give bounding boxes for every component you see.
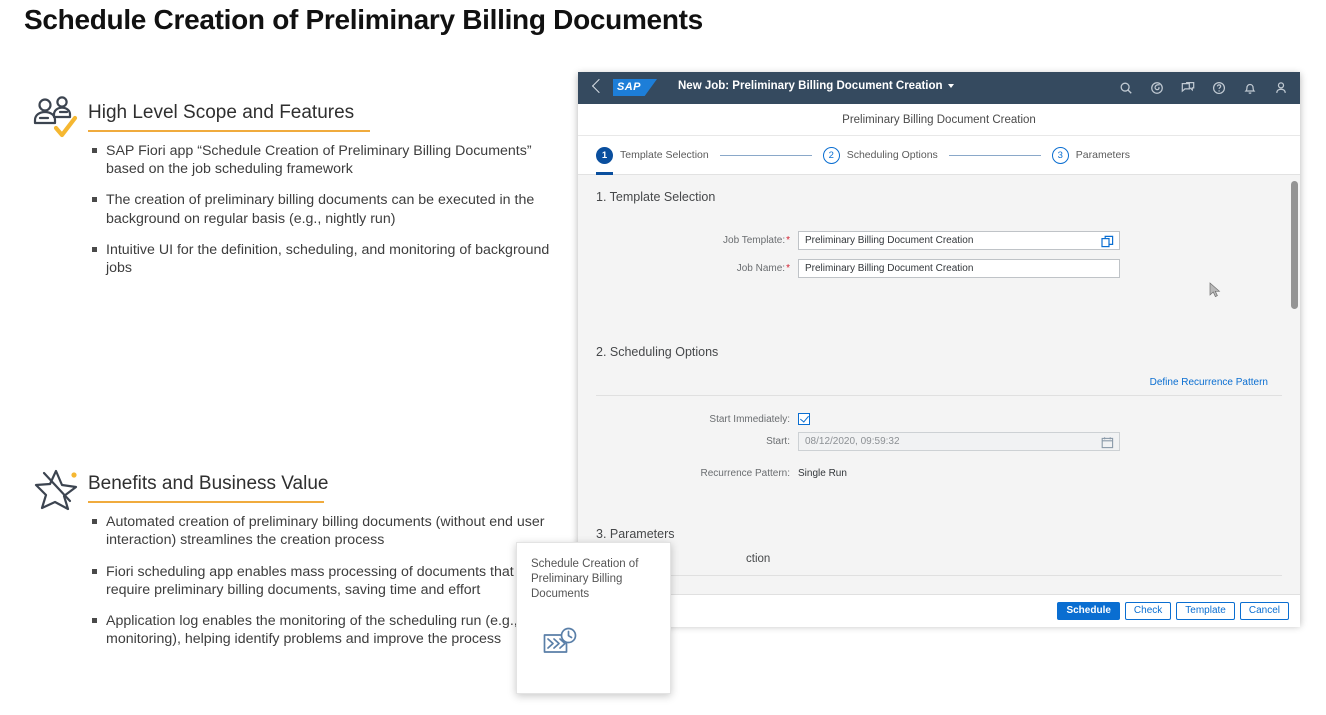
schedule-button[interactable]: Schedule	[1057, 602, 1120, 620]
mouse-cursor	[1209, 282, 1221, 298]
user-icon[interactable]	[1274, 81, 1288, 95]
list-item: Fiori scheduling app enables mass proces…	[0, 563, 560, 599]
bullet-list: Automated creation of preliminary billin…	[0, 513, 560, 648]
wizard-step-label: Parameters	[1075, 149, 1131, 161]
wizard-active-indicator	[596, 172, 613, 175]
form-row-job-name: Job Name:* Preliminary Billing Document …	[578, 259, 1300, 278]
search-icon[interactable]	[1119, 81, 1133, 95]
sap-app-window: SAP New Job: Preliminary Billing Documen…	[578, 72, 1300, 627]
list-item: Intuitive UI for the definition, schedul…	[0, 241, 560, 277]
bullet-list: SAP Fiori app “Schedule Creation of Prel…	[0, 142, 560, 277]
shell-icon-group	[1119, 72, 1288, 104]
bell-icon[interactable]	[1243, 81, 1257, 95]
wizard-step-scheduling-options[interactable]: 2 Scheduling Options	[822, 146, 938, 164]
recurrence-pattern-label: Recurrence Pattern:	[700, 468, 791, 479]
calendar-icon[interactable]	[1101, 436, 1114, 449]
people-check-icon	[30, 96, 86, 140]
job-template-value: Preliminary Billing Document Creation	[805, 235, 974, 246]
wizard-step-label: Template Selection	[620, 149, 709, 161]
job-name-value: Preliminary Billing Document Creation	[805, 263, 974, 274]
app-page-title: Preliminary Billing Document Creation	[842, 113, 1036, 126]
chat-icon[interactable]	[1181, 81, 1195, 95]
wizard-connector	[948, 154, 1041, 156]
sap-logo[interactable]: SAP	[613, 79, 657, 96]
divider	[596, 395, 1282, 396]
list-item: The creation of preliminary billing docu…	[0, 191, 560, 227]
wizard-connector	[719, 154, 812, 156]
star-rocket-icon	[30, 467, 86, 511]
wizard-step-number: 1	[596, 146, 613, 164]
section-heading: High Level Scope and Features	[88, 102, 355, 123]
job-template-label: Job Template:*	[578, 235, 798, 246]
help-icon[interactable]	[1212, 81, 1226, 95]
section-high-level-scope: High Level Scope and Features SAP Fiori …	[0, 96, 560, 277]
app-content-scroll-area: 1. Template Selection Job Template:* Pre…	[578, 175, 1300, 594]
start-immediately-label: Start Immediately:	[709, 413, 790, 425]
list-item: Application log enables the monitoring o…	[0, 612, 560, 648]
required-marker: *	[786, 263, 790, 274]
left-content-column: High Level Scope and Features SAP Fiori …	[0, 96, 560, 672]
block-scheduling-options: 2. Scheduling Options Define Recurrence …	[578, 330, 1300, 479]
job-template-input[interactable]: Preliminary Billing Document Creation	[798, 231, 1120, 250]
cancel-button[interactable]: Cancel	[1239, 602, 1289, 620]
form-row-start-immediately: Start Immediately:	[578, 413, 1300, 425]
chevron-down-icon	[947, 83, 954, 88]
page-title-bar: Preliminary Billing Document Creation	[578, 104, 1300, 136]
app-footer-toolbar: Schedule Check Template Cancel	[578, 594, 1300, 627]
block-parameters: 3. Parameters ction	[578, 512, 1300, 576]
check-button[interactable]: Check	[1124, 602, 1172, 620]
back-icon[interactable]	[591, 78, 607, 94]
start-datetime-input[interactable]: 08/12/2020, 09:59:32	[798, 432, 1120, 451]
block-template-selection: 1. Template Selection Job Template:* Pre…	[578, 175, 1300, 278]
shell-header: SAP New Job: Preliminary Billing Documen…	[578, 72, 1300, 104]
divider	[596, 575, 1282, 576]
start-immediately-checkbox[interactable]	[798, 413, 810, 425]
form-row-start: Start: 08/12/2020, 09:59:32	[578, 432, 1300, 451]
value-help-icon[interactable]	[1101, 235, 1114, 248]
form-row-job-template: Job Template:* Preliminary Billing Docum…	[578, 231, 1300, 250]
wizard-step-template-selection[interactable]: 1 Template Selection	[596, 146, 709, 164]
content-scrollbar[interactable]	[1289, 175, 1300, 594]
wizard-step-parameters[interactable]: 3 Parameters	[1051, 146, 1131, 164]
tile-title: Schedule Creation of Preliminary Billing…	[531, 558, 639, 600]
start-label: Start:	[766, 436, 790, 447]
page-title: Schedule Creation of Preliminary Billing…	[24, 4, 703, 35]
form-row-recurrence-pattern: Recurrence Pattern: Single Run	[578, 468, 1300, 479]
label-text: Job Template:	[723, 235, 786, 246]
define-recurrence-pattern-link[interactable]: Define Recurrence Pattern	[1149, 377, 1268, 388]
section-benefits-business-value: Benefits and Business Value Automated cr…	[0, 467, 560, 648]
section-heading: Benefits and Business Value	[88, 473, 329, 495]
label-text: Job Name:	[736, 263, 786, 274]
list-item: Automated creation of preliminary billin…	[0, 513, 560, 549]
wizard-step-number: 3	[1051, 146, 1069, 164]
required-marker: *	[786, 235, 790, 246]
scrollbar-thumb[interactable]	[1291, 181, 1298, 309]
wizard-step-label: Scheduling Options	[846, 149, 938, 161]
heading-underline	[88, 130, 370, 132]
shell-title-text: New Job: Preliminary Billing Document Cr…	[678, 80, 943, 92]
block-heading: 3. Parameters	[596, 527, 675, 541]
block-heading: 1. Template Selection	[596, 190, 716, 204]
spiral-icon[interactable]	[1150, 81, 1164, 95]
template-button[interactable]: Template	[1176, 602, 1235, 620]
job-name-input[interactable]: Preliminary Billing Document Creation	[798, 259, 1120, 278]
shell-title[interactable]: New Job: Preliminary Billing Document Cr…	[678, 80, 954, 92]
parameters-subheading: ction	[746, 553, 771, 565]
schedule-clock-icon	[543, 627, 577, 657]
app-tile-card[interactable]: Schedule Creation of Preliminary Billing…	[516, 542, 671, 694]
list-item: SAP Fiori app “Schedule Creation of Prel…	[0, 142, 560, 178]
wizard-step-number: 2	[822, 146, 840, 164]
block-heading: 2. Scheduling Options	[596, 345, 719, 359]
job-name-label: Job Name:*	[578, 263, 798, 274]
heading-underline	[88, 501, 324, 504]
recurrence-pattern-value: Single Run	[798, 468, 847, 479]
start-value: 08/12/2020, 09:59:32	[805, 436, 900, 447]
wizard-progress: 1 Template Selection 2 Scheduling Option…	[578, 136, 1300, 175]
